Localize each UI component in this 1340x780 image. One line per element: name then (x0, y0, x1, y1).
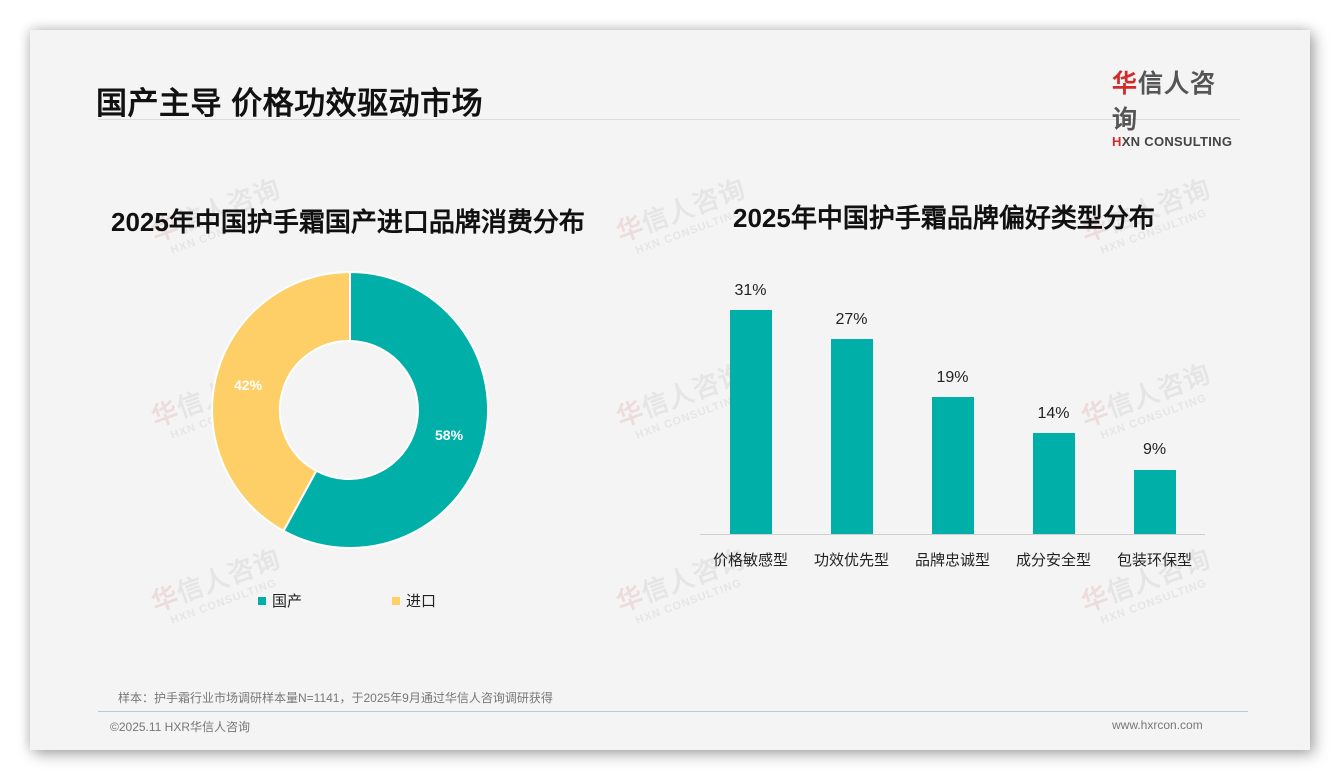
bar-chart: 31% 价格敏感型 27% 功效优先型 19% 品牌忠诚型 14% 成分安全型 … (700, 270, 1205, 610)
bar-group: 14% 成分安全型 (1003, 270, 1104, 610)
donut-slice-domestic (282, 270, 489, 549)
source-note: 样本：护手霜行业市场调研样本量N=1141，于2025年9月通过华信人咨询调研获… (118, 691, 553, 705)
bar-chart-title: 2025年中国护手霜品牌偏好类型分布 (733, 203, 1155, 233)
bar-category-label: 品牌忠诚型 (914, 552, 990, 569)
donut-svg (211, 270, 489, 549)
bar-value-label: 31% (734, 282, 767, 299)
logo-chinese: 华信人咨询 (1112, 70, 1217, 134)
legend-item-import: 进口 (392, 590, 436, 611)
bar-value-label: 14% (1037, 405, 1070, 422)
footer-divider (98, 711, 1248, 712)
bar-category-label: 功效优先型 (813, 552, 889, 569)
bar-group: 9% 包装环保型 (1104, 270, 1205, 610)
bar-value-label: 19% (936, 369, 969, 386)
legend-swatch-icon (258, 596, 266, 605)
website-link[interactable]: www.hxrcon.com (1112, 718, 1203, 732)
legend-swatch-icon (392, 596, 400, 605)
bar-category-label: 成分安全型 (1015, 552, 1091, 569)
bar-value-label: 27% (835, 311, 868, 328)
donut-label-import: 42% (234, 377, 263, 393)
donut-label-domestic: 58% (435, 427, 464, 443)
bar-category-label: 包装环保型 (1116, 552, 1192, 569)
x-axis-line (700, 534, 1205, 535)
bar (831, 339, 873, 534)
bar (1134, 470, 1176, 534)
copyright: ©2025.11 HXR华信人咨询 (110, 720, 250, 734)
logo: 华信人咨询 HXN CONSULTING (1112, 64, 1242, 149)
page-title: 国产主导 价格功效驱动市场 (96, 86, 484, 121)
logo-english: HXN CONSULTING (1112, 134, 1233, 149)
bar (730, 310, 772, 534)
bar-value-label: 9% (1142, 441, 1167, 458)
bar (1033, 433, 1075, 534)
bar (932, 397, 974, 534)
title-divider (98, 119, 1240, 120)
legend-item-domestic: 国产 (258, 590, 302, 611)
bar-category-label: 价格敏感型 (712, 552, 788, 569)
donut-slice-import (211, 270, 351, 533)
donut-chart: 58% 42% (210, 270, 490, 550)
bar-group: 27% 功效优先型 (801, 270, 902, 610)
bar-group: 19% 品牌忠诚型 (902, 270, 1003, 610)
bar-group: 31% 价格敏感型 (700, 270, 801, 610)
slide: 华信人咨询 HXN CONSULTING 华信人咨询 HXN CONSULTING … (30, 30, 1310, 750)
donut-chart-title: 2025年中国护手霜国产进口品牌消费分布 (111, 207, 585, 237)
